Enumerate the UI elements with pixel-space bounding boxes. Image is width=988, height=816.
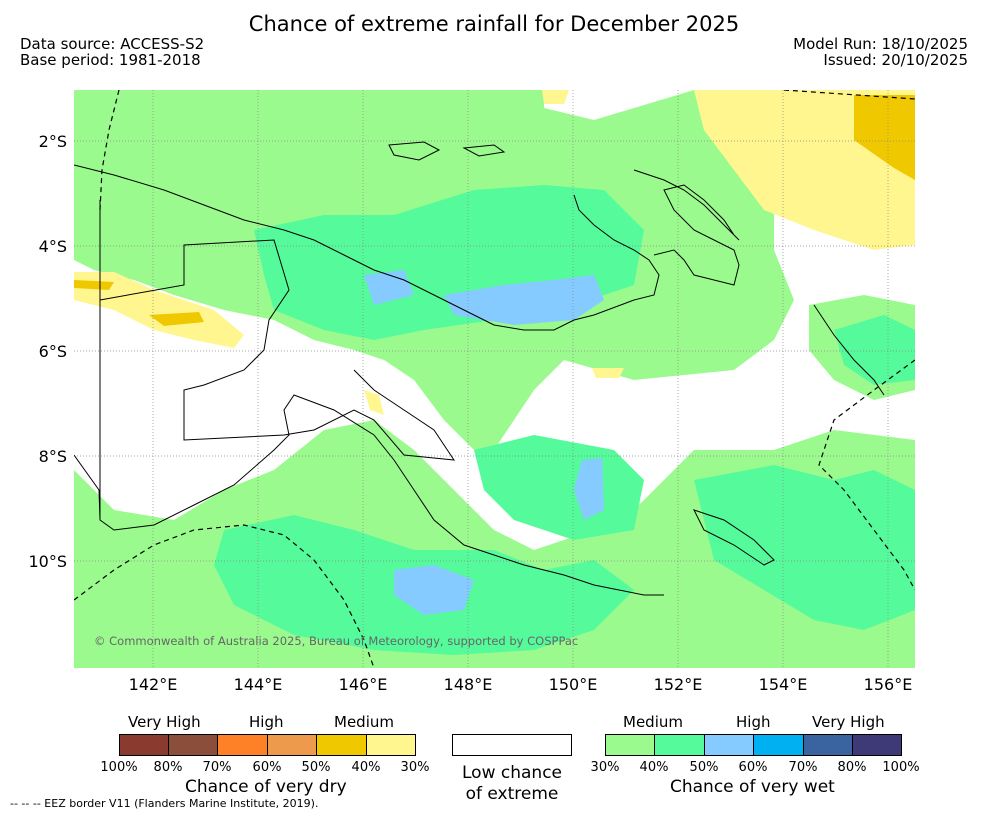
wet-region-central bbox=[404, 340, 514, 430]
wet50-east bbox=[574, 458, 604, 520]
legend-wet-medium: Medium bbox=[623, 713, 683, 731]
legend-dry-high: High bbox=[249, 713, 284, 731]
wet50-south bbox=[394, 565, 474, 615]
dry-tick-50: 50% bbox=[301, 760, 331, 775]
wet-tick-100: 100% bbox=[882, 760, 920, 775]
wet-tick-30: 30% bbox=[590, 760, 620, 775]
legend-low-line1: Low chance bbox=[462, 763, 562, 783]
coastline-bougainville bbox=[813, 304, 885, 396]
dry-tick-60: 60% bbox=[252, 760, 282, 775]
dry40-northeast bbox=[854, 95, 915, 180]
lat-label-10s: 10°S bbox=[28, 552, 67, 571]
lat-label-2s: 2°S bbox=[38, 132, 67, 151]
wet-tick-50: 50% bbox=[689, 760, 719, 775]
province-borders bbox=[99, 239, 456, 461]
dry-swatch-100-80 bbox=[119, 734, 169, 756]
legend-dry-very-high: Very High bbox=[128, 713, 201, 731]
base-period-label: Base period: 1981-2018 bbox=[20, 51, 201, 69]
lon-label-148e: 148°E bbox=[443, 675, 493, 694]
dry40-west-2 bbox=[149, 312, 204, 326]
dry30-small-inland bbox=[364, 390, 384, 415]
eez-east bbox=[818, 359, 915, 591]
coastline-new-guinea-south bbox=[74, 394, 664, 596]
dry-40-50-regions bbox=[74, 95, 915, 326]
wet-swatch-40-50 bbox=[654, 734, 705, 756]
coastlines bbox=[74, 141, 885, 596]
wet-swatch-80-100 bbox=[852, 734, 902, 756]
eez-west bbox=[99, 90, 120, 211]
dry-tick-70: 70% bbox=[202, 760, 232, 775]
legend-wet-high: High bbox=[736, 713, 771, 731]
lon-label-146e: 146°E bbox=[338, 675, 388, 694]
page-title: Chance of extreme rainfall for December … bbox=[248, 12, 740, 36]
data-source-label: Data source: ACCESS-S2 bbox=[20, 35, 205, 53]
eez-southwest bbox=[74, 524, 375, 668]
lat-label-4s: 4°S bbox=[38, 237, 67, 256]
dry30-small-coast bbox=[592, 368, 624, 378]
coastline-island-manus bbox=[462, 144, 506, 157]
wet50-central bbox=[444, 275, 604, 325]
coastline-new-guinea-north bbox=[74, 164, 660, 331]
legend-wet-caption: Chance of very wet bbox=[670, 777, 835, 797]
legend-low-line2: of extreme bbox=[465, 784, 559, 804]
legend-wet-very-high: Very High bbox=[812, 713, 885, 731]
dry-tick-40: 40% bbox=[351, 760, 381, 775]
model-run-label: Model Run: 18/10/2025 bbox=[793, 35, 968, 53]
dry-tick-80: 80% bbox=[153, 760, 183, 775]
dry-tick-100: 100% bbox=[100, 760, 138, 775]
issued-label: Issued: 20/10/2025 bbox=[823, 51, 968, 69]
lon-label-154e: 154°E bbox=[758, 675, 808, 694]
lat-label-6s: 6°S bbox=[38, 342, 67, 361]
wet-tick-80: 80% bbox=[837, 760, 867, 775]
legend-dry-medium: Medium bbox=[334, 713, 394, 731]
lon-label-150e: 150°E bbox=[548, 675, 598, 694]
eez-northeast bbox=[783, 90, 915, 100]
wet-tick-70: 70% bbox=[788, 760, 818, 775]
wet-swatch-70-80 bbox=[803, 734, 853, 756]
lon-label-156e: 156°E bbox=[863, 675, 913, 694]
dry-swatch-80-70 bbox=[168, 734, 218, 756]
dry-swatch-60-50 bbox=[267, 734, 317, 756]
wet-swatch-50-60 bbox=[704, 734, 754, 756]
dry-swatch-40-30 bbox=[366, 734, 416, 756]
wet40-far-east bbox=[834, 315, 915, 385]
legend-dry-caption: Chance of very dry bbox=[185, 777, 347, 797]
lon-label-144e: 144°E bbox=[233, 675, 283, 694]
dry-tick-30: 30% bbox=[400, 760, 430, 775]
wet-tick-60: 60% bbox=[738, 760, 768, 775]
dry-swatch-50-40 bbox=[316, 734, 367, 756]
wet-swatch-30-40 bbox=[605, 734, 655, 756]
rainfall-map bbox=[74, 90, 915, 668]
lon-label-152e: 152°E bbox=[653, 675, 703, 694]
eez-footnote: -- -- -- EEZ border V11 (Flanders Marine… bbox=[10, 797, 319, 810]
low-chance-swatch bbox=[452, 734, 572, 756]
wet40-east bbox=[694, 465, 915, 630]
wet-swatch-60-70 bbox=[753, 734, 804, 756]
map-canvas bbox=[74, 90, 915, 668]
wet-tick-40: 40% bbox=[639, 760, 669, 775]
coastline-solomon bbox=[693, 509, 775, 566]
lat-label-8s: 8°S bbox=[38, 447, 67, 466]
copyright-text: © Commonwealth of Australia 2025, Bureau… bbox=[94, 634, 579, 648]
dry30-small-north bbox=[542, 90, 569, 104]
wet-50-60-regions bbox=[364, 270, 604, 615]
dry30-west bbox=[74, 272, 244, 348]
lon-label-142e: 142°E bbox=[128, 675, 178, 694]
eez-borders bbox=[74, 90, 915, 668]
coastline-islands-north bbox=[388, 141, 441, 161]
coastline-new-ireland bbox=[633, 169, 740, 241]
dry-swatch-70-60 bbox=[217, 734, 268, 756]
coastline-new-britain bbox=[653, 184, 740, 286]
dry40-west bbox=[74, 280, 114, 290]
